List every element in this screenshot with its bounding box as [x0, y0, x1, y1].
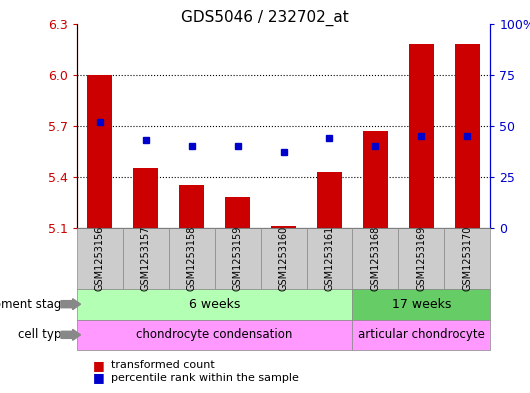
Text: GSM1253169: GSM1253169	[417, 226, 426, 291]
Bar	[179, 185, 205, 228]
Text: articular chondrocyte: articular chondrocyte	[358, 328, 485, 342]
Bar	[455, 44, 480, 228]
Text: cell type: cell type	[18, 328, 69, 342]
Text: GDS5046 / 232702_at: GDS5046 / 232702_at	[181, 10, 349, 26]
Text: GSM1253159: GSM1253159	[233, 226, 243, 291]
Text: GSM1253160: GSM1253160	[279, 226, 288, 291]
Text: development stage: development stage	[0, 298, 69, 311]
Text: GSM1253158: GSM1253158	[187, 226, 197, 291]
Text: GSM1253170: GSM1253170	[462, 226, 472, 291]
Bar	[363, 131, 388, 228]
Text: ■: ■	[93, 371, 104, 384]
Text: GSM1253156: GSM1253156	[95, 226, 105, 291]
Bar	[409, 44, 434, 228]
Text: 6 weeks: 6 weeks	[189, 298, 240, 311]
Bar	[317, 172, 342, 228]
Text: chondrocyte condensation: chondrocyte condensation	[136, 328, 293, 342]
Bar	[271, 226, 296, 228]
Text: GSM1253168: GSM1253168	[370, 226, 381, 291]
Text: ■: ■	[93, 358, 104, 372]
Bar	[225, 197, 250, 228]
Text: GSM1253161: GSM1253161	[324, 226, 334, 291]
Bar	[87, 75, 112, 228]
Text: 17 weeks: 17 weeks	[392, 298, 451, 311]
Bar	[133, 168, 158, 228]
Text: GSM1253157: GSM1253157	[141, 226, 151, 291]
Text: percentile rank within the sample: percentile rank within the sample	[111, 373, 299, 383]
Text: transformed count: transformed count	[111, 360, 215, 370]
